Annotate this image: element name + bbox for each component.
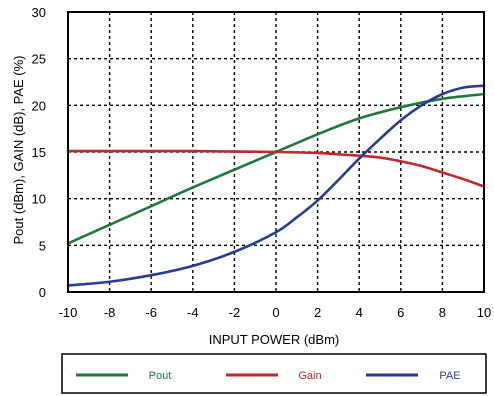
x-axis-title: INPUT POWER (dBm) [209, 332, 340, 347]
x-tick-label: -6 [145, 305, 157, 320]
x-tick-label: 2 [314, 305, 321, 320]
y-tick-label: 30 [32, 5, 46, 20]
x-tick-label: -2 [229, 305, 241, 320]
x-tick-label: -8 [104, 305, 116, 320]
y-tick-label: 25 [32, 52, 46, 67]
x-tick-label: 10 [477, 305, 491, 320]
legend-label-pout: Pout [149, 370, 172, 382]
series-line-gain [66, 149, 486, 188]
x-tick-label: 8 [439, 305, 446, 320]
y-tick-label: 5 [39, 238, 46, 253]
y-tick-label: 20 [32, 98, 46, 113]
y-tick-label: 0 [39, 285, 46, 300]
x-tick-label: -10 [59, 305, 78, 320]
x-tick-label: 6 [397, 305, 404, 320]
series-layer [66, 84, 486, 287]
y-tick-label: 15 [32, 145, 46, 160]
legend: Pout Gain PAE [76, 370, 461, 382]
x-tick-labels: -10 -8 -6 -4 -2 0 2 4 6 8 10 [59, 305, 492, 320]
series-line-pae [66, 84, 486, 287]
y-tick-label: 10 [32, 192, 46, 207]
legend-label-pae: PAE [439, 370, 460, 382]
legend-label-gain: Gain [298, 370, 321, 382]
x-tick-label: 0 [272, 305, 279, 320]
y-tick-labels: 0 5 10 15 20 25 30 [32, 5, 46, 300]
y-axis-title: Pout (dBm), GAIN (dB), PAE (%) [11, 55, 26, 244]
plot-frame [67, 11, 485, 293]
x-tick-label: -4 [187, 305, 199, 320]
x-tick-label: 4 [356, 305, 363, 320]
